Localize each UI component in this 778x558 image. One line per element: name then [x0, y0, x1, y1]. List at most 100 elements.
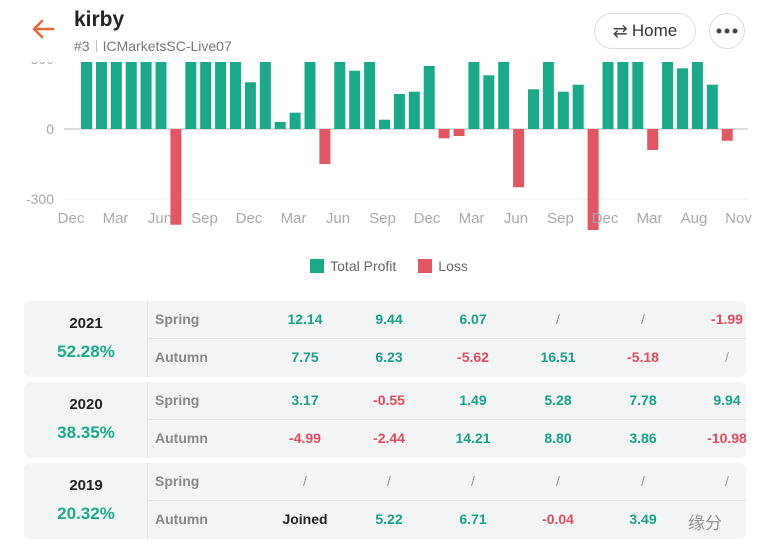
profit-bar[interactable] — [230, 62, 241, 129]
profit-bar[interactable] — [572, 84, 584, 129]
month-return-cell[interactable]: -0.04 — [542, 511, 574, 527]
more-options-button[interactable] — [709, 13, 745, 49]
month-return-cell[interactable]: 6.07 — [459, 311, 487, 327]
profit-bar[interactable] — [408, 91, 420, 129]
month-return-cell[interactable]: / — [556, 311, 560, 327]
profit-bar[interactable] — [185, 62, 197, 129]
month-return-cell[interactable]: / — [725, 473, 729, 489]
month-return-cell[interactable]: 7.75 — [291, 349, 319, 365]
profit-bar[interactable] — [259, 62, 271, 129]
profit-bar[interactable] — [349, 70, 361, 129]
home-button[interactable]: ⇄ Home — [594, 13, 696, 49]
month-return-cell[interactable]: / — [725, 349, 729, 365]
month-return-cell[interactable]: 8.80 — [544, 430, 572, 446]
account-label: ICMarketsSC-Live07 — [102, 38, 232, 54]
loss-bar[interactable] — [647, 129, 659, 150]
loss-bar[interactable] — [453, 129, 465, 136]
year-label: 2021 — [69, 315, 103, 332]
legend-profit[interactable]: Total Profit — [310, 258, 396, 274]
month-return-cell[interactable]: Joined — [282, 511, 328, 527]
profit-bar[interactable] — [95, 62, 107, 129]
loss-bar[interactable] — [319, 129, 331, 164]
profit-bar[interactable] — [483, 75, 495, 129]
profit-bar[interactable] — [274, 122, 286, 129]
month-return-cell[interactable]: -10.98 — [707, 430, 747, 446]
legend-loss[interactable]: Loss — [418, 258, 468, 274]
month-return-cell[interactable]: 3.86 — [629, 430, 657, 446]
month-return-cell[interactable]: 6.23 — [375, 349, 403, 365]
profit-bar[interactable] — [617, 62, 629, 129]
profit-bar[interactable] — [677, 68, 688, 129]
season-label: Spring — [155, 311, 200, 327]
loss-bar[interactable] — [438, 129, 450, 139]
season-label: Spring — [155, 392, 200, 408]
month-return-cell[interactable]: / — [556, 473, 560, 489]
month-return-cell[interactable]: 9.44 — [375, 311, 403, 327]
loss-bar[interactable] — [170, 129, 182, 225]
month-return-cell[interactable]: 5.22 — [375, 511, 403, 527]
profit-bar[interactable] — [542, 62, 554, 129]
profit-bar[interactable] — [81, 62, 92, 129]
month-return-cell[interactable]: -5.18 — [627, 349, 659, 365]
back-arrow-icon[interactable] — [28, 14, 58, 44]
x-tick-label: Dec — [58, 210, 85, 227]
x-tick-label: Dec — [592, 210, 619, 227]
month-return-cell[interactable]: 12.14 — [287, 311, 323, 327]
month-return-cell[interactable]: / — [471, 473, 475, 489]
account-subtitle: #3 ICMarketsSC-Live07 — [74, 38, 232, 54]
loss-bar[interactable] — [587, 129, 599, 230]
month-return-cell[interactable]: -0.55 — [373, 392, 405, 408]
month-return-cell[interactable]: -4.99 — [289, 430, 321, 446]
year-card: 2019 20.32% Spring / / / / / / Autumn Joined 5.22 6.… — [24, 463, 746, 539]
loss-bar[interactable] — [721, 129, 733, 141]
profit-bar[interactable] — [528, 89, 539, 129]
profit-bar[interactable] — [632, 62, 644, 129]
month-return-cell[interactable]: 14.21 — [455, 430, 491, 446]
profit-bar[interactable] — [662, 62, 674, 129]
month-return-cell[interactable]: 9.94 — [713, 392, 741, 408]
profit-bar[interactable] — [393, 94, 405, 129]
watermark: 缘分 — [688, 514, 722, 533]
season-row: Spring / / / / / / — [148, 463, 746, 501]
month-return-cell[interactable]: 5.28 — [544, 392, 572, 408]
month-return-cell[interactable]: 7.78 — [629, 392, 657, 408]
profit-bar[interactable] — [364, 62, 376, 129]
month-return-cell[interactable]: -1.99 — [711, 311, 743, 327]
profit-bar[interactable] — [423, 66, 435, 129]
month-return-cell[interactable]: 1.49 — [459, 392, 487, 408]
profit-bar[interactable] — [215, 62, 227, 129]
x-tick-label: Sep — [547, 210, 574, 227]
profit-bar[interactable] — [155, 62, 167, 129]
profit-bar[interactable] — [498, 62, 510, 129]
profit-bar[interactable] — [334, 62, 346, 129]
profit-bar[interactable] — [706, 84, 718, 129]
month-return-cell[interactable]: 16.51 — [540, 349, 576, 365]
month-return-cell[interactable]: / — [303, 473, 307, 489]
profit-bar[interactable] — [468, 62, 480, 129]
month-return-cell[interactable]: 6.71 — [459, 511, 487, 527]
chart-legend: Total Profit Loss — [0, 258, 778, 274]
month-return-cell[interactable]: 3.49 — [629, 511, 657, 527]
month-return-cell[interactable]: -5.62 — [457, 349, 489, 365]
profit-bar[interactable] — [289, 112, 301, 129]
profit-bar[interactable] — [200, 62, 212, 129]
profit-bar[interactable] — [691, 62, 703, 129]
profit-bar[interactable] — [379, 119, 390, 129]
month-return-cell[interactable]: / — [387, 473, 391, 489]
month-return-cell[interactable]: -2.44 — [373, 430, 405, 446]
month-return-cell[interactable]: / — [641, 311, 645, 327]
profit-swatch — [310, 259, 325, 273]
season-row: Spring 3.17 -0.55 1.49 5.28 7.78 9.94 — [148, 382, 746, 420]
profit-bar[interactable] — [125, 62, 137, 129]
profit-bar[interactable] — [304, 62, 316, 129]
month-return-cell[interactable]: / — [641, 473, 645, 489]
profit-bar[interactable] — [110, 62, 122, 129]
x-tick-label: Sep — [369, 210, 396, 227]
home-label: Home — [631, 21, 678, 40]
profit-bar[interactable] — [244, 82, 256, 129]
loss-bar[interactable] — [513, 129, 525, 188]
profit-bar[interactable] — [140, 62, 152, 129]
profit-bar[interactable] — [602, 62, 614, 129]
month-return-cell[interactable]: 3.17 — [291, 392, 319, 408]
profit-bar[interactable] — [557, 91, 569, 129]
